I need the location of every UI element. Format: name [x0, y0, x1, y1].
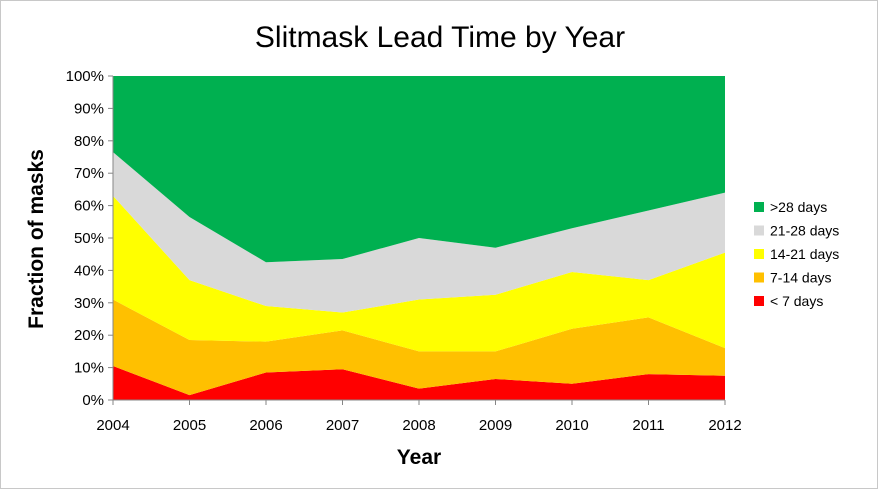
y-tick-label: 10% — [74, 360, 104, 377]
x-tick-label: 2010 — [555, 417, 588, 434]
x-tick-labels: 2004 2005 2006 2007 2008 2009 2010 2011 2012 — [96, 417, 741, 434]
legend-swatch-7-14-days — [754, 272, 764, 283]
x-tick-label: 2009 — [479, 417, 512, 434]
y-tick-label: 20% — [74, 327, 104, 344]
y-tick-label: 80% — [74, 133, 104, 150]
y-tick-label: 40% — [74, 262, 104, 279]
x-tick-label: 2005 — [173, 417, 206, 434]
x-axis-title: Year — [397, 446, 441, 469]
y-tick-label: 100% — [66, 68, 104, 85]
legend: >28 days 21-28 days 14-21 days 7-14 days < 7… — [754, 199, 839, 309]
legend-swatch-lt-7-days — [754, 296, 764, 306]
legend-label-14-21-days: 14-21 days — [770, 246, 839, 262]
y-tick-label: 50% — [74, 230, 104, 247]
x-tick-label: 2006 — [249, 417, 282, 434]
chart-title: Slitmask Lead Time by Year — [255, 21, 625, 54]
area-gt28-days — [113, 76, 725, 263]
x-tick-label: 2011 — [632, 417, 664, 434]
x-tick-label: 2007 — [326, 417, 359, 434]
plot-area — [113, 76, 725, 400]
area-14-21-days — [113, 195, 725, 352]
y-tick-labels: 0% 10% 20% 30% 40% 50% 60% 70% 80% 90% 100% — [66, 68, 104, 409]
legend-label-gt28-days: >28 days — [770, 199, 827, 215]
y-tick-label: 0% — [82, 392, 104, 409]
legend-label-lt-7-days: < 7 days — [770, 293, 823, 309]
area-21-28-days — [113, 152, 725, 313]
y-tick-label: 90% — [74, 100, 104, 117]
y-tick-label: 30% — [74, 295, 104, 312]
y-axis-title: Fraction of masks — [25, 149, 48, 329]
x-tick-label: 2004 — [96, 417, 129, 434]
area-7-14-days — [113, 299, 725, 396]
y-tick-label: 60% — [74, 198, 104, 215]
legend-label-21-28-days: 21-28 days — [770, 223, 839, 239]
y-tick-label: 70% — [74, 165, 104, 182]
legend-label-7-14-days: 7-14 days — [770, 270, 831, 286]
legend-swatch-14-21-days — [754, 249, 764, 259]
axes — [108, 75, 726, 405]
area-lt-7-days — [113, 365, 725, 400]
x-tick-label: 2008 — [402, 417, 435, 434]
legend-swatch-21-28-days — [754, 225, 764, 236]
legend-swatch-gt28-days — [754, 202, 764, 212]
x-tick-label: 2012 — [708, 417, 741, 434]
